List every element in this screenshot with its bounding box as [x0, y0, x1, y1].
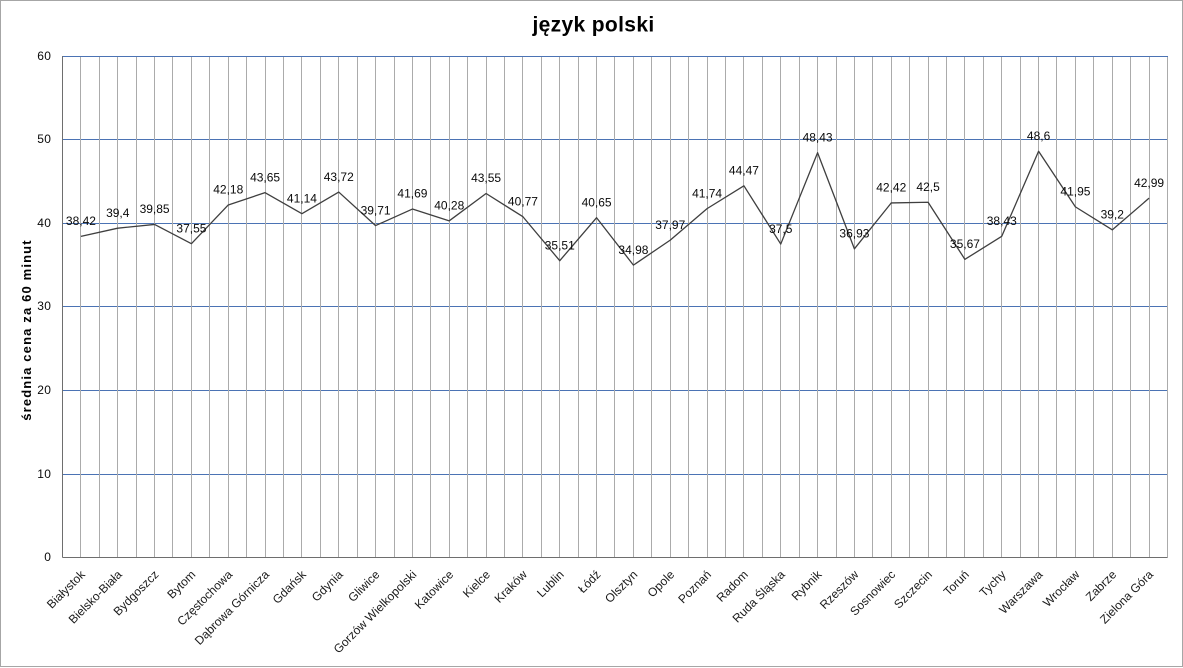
svg-text:0: 0	[44, 550, 51, 564]
svg-text:44,47: 44,47	[729, 164, 759, 178]
svg-text:39,4: 39,4	[106, 206, 130, 220]
svg-text:10: 10	[37, 467, 51, 481]
svg-text:37,5: 37,5	[769, 222, 793, 236]
svg-text:39,85: 39,85	[140, 202, 170, 216]
svg-text:39,2: 39,2	[1101, 208, 1125, 222]
svg-text:41,74: 41,74	[692, 186, 722, 200]
svg-text:40,28: 40,28	[434, 199, 464, 213]
svg-text:50: 50	[37, 132, 51, 146]
svg-text:41,95: 41,95	[1060, 185, 1090, 199]
svg-text:41,69: 41,69	[397, 187, 427, 201]
svg-text:40: 40	[37, 216, 51, 230]
svg-text:40,77: 40,77	[508, 194, 538, 208]
svg-text:37,97: 37,97	[655, 218, 685, 232]
svg-text:34,98: 34,98	[618, 243, 648, 257]
svg-text:42,99: 42,99	[1134, 176, 1164, 190]
svg-text:43,72: 43,72	[324, 170, 354, 184]
svg-text:43,55: 43,55	[471, 171, 501, 185]
svg-text:30: 30	[37, 299, 51, 313]
svg-text:42,5: 42,5	[916, 180, 940, 194]
svg-text:36,93: 36,93	[839, 227, 869, 241]
svg-text:średnia cena za 60 minut: średnia cena za 60 minut	[19, 239, 34, 421]
svg-text:43,65: 43,65	[250, 170, 280, 184]
svg-text:42,18: 42,18	[213, 183, 243, 197]
svg-text:41,14: 41,14	[287, 191, 317, 205]
svg-text:38,42: 38,42	[66, 214, 96, 228]
svg-text:48,43: 48,43	[803, 130, 833, 144]
svg-text:48,6: 48,6	[1027, 129, 1051, 143]
svg-text:język polski: język polski	[531, 14, 654, 37]
svg-text:39,71: 39,71	[361, 203, 391, 217]
svg-text:42,42: 42,42	[876, 181, 906, 195]
svg-text:40,65: 40,65	[582, 195, 612, 209]
svg-text:60: 60	[37, 49, 51, 63]
svg-text:37,55: 37,55	[176, 221, 206, 235]
svg-text:35,51: 35,51	[545, 238, 575, 252]
svg-text:35,67: 35,67	[950, 237, 980, 251]
svg-text:38,43: 38,43	[987, 214, 1017, 228]
svg-text:20: 20	[37, 383, 51, 397]
